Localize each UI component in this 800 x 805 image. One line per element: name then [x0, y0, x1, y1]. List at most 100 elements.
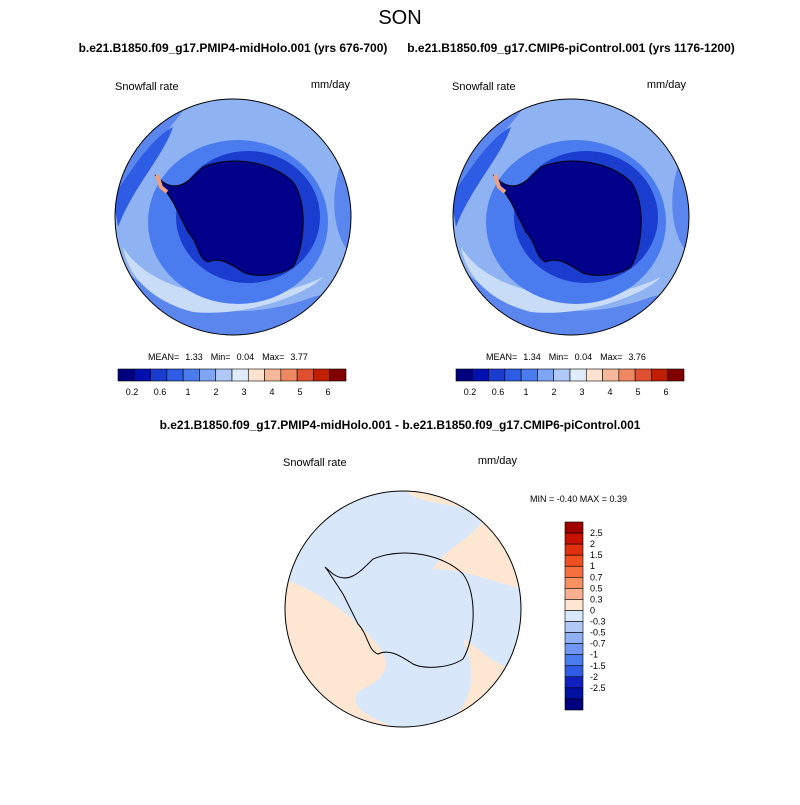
colorbar-box	[564, 521, 584, 534]
variable-label: Snowfall rate	[452, 81, 516, 93]
colorbar-label: 3	[241, 387, 246, 397]
stat: MEAN=	[148, 352, 179, 362]
colorbar-label: 0	[590, 605, 595, 615]
colorbar-box	[215, 368, 233, 382]
colorbar-box	[488, 368, 506, 382]
colorbar-box	[564, 576, 584, 589]
colorbar-label: 1	[523, 387, 528, 397]
colorbar-label: -0.5	[590, 628, 606, 638]
colorbar-box	[564, 565, 584, 578]
stat: MEAN=	[486, 352, 517, 362]
colorbar-label: 5	[635, 387, 640, 397]
colorbar-box	[329, 368, 347, 382]
map	[284, 490, 522, 728]
colorbar-box	[264, 368, 282, 382]
map	[113, 97, 353, 337]
colorbar-label: 6	[663, 387, 668, 397]
colorbar-box	[564, 588, 584, 600]
units-label: mm/day	[478, 455, 518, 467]
units-label: mm/day	[647, 79, 687, 91]
stat: Min=	[549, 352, 569, 362]
colorbar-label: 0.2	[126, 387, 139, 397]
colorbar-box	[117, 368, 135, 382]
colorbar-box	[564, 532, 584, 545]
colorbar-label: 3	[579, 387, 584, 397]
stat: 1.34	[523, 352, 541, 362]
colorbar-box	[280, 368, 298, 382]
colorbar-box	[553, 368, 571, 382]
colorbar-box	[166, 368, 184, 382]
colorbar-label: 1	[185, 387, 190, 397]
colorbar-box	[182, 368, 200, 382]
stat: 1.33	[185, 352, 203, 362]
colorbar-label: 2	[551, 387, 556, 397]
stat: Max=	[600, 352, 622, 362]
colorbar-box	[564, 643, 584, 656]
colorbar-label: 2.5	[590, 528, 603, 538]
colorbar-box	[231, 368, 249, 382]
variable-label: Snowfall rate	[115, 81, 179, 93]
colorbar-label: 5	[297, 387, 302, 397]
colorbar-box	[564, 610, 584, 622]
colorbar-label: 4	[269, 387, 274, 397]
panel-title: b.e21.B1850.f09_g17.CMIP6-piControl.001 …	[407, 41, 735, 55]
colorbar-label: 4	[607, 387, 612, 397]
stat: 3.77	[290, 352, 308, 362]
colorbar-box	[564, 698, 584, 711]
colorbar-label: 2	[213, 387, 218, 397]
colorbar-box	[564, 543, 584, 556]
colorbar-label: -1.5	[590, 661, 606, 671]
colorbar-label: -0.7	[590, 639, 606, 649]
colorbar-label: -1	[590, 650, 598, 660]
colorbar-box	[313, 368, 331, 382]
colorbar-box	[247, 368, 265, 382]
colorbar-box	[133, 368, 151, 382]
colorbar-box	[564, 665, 584, 678]
stat: 0.04	[575, 352, 593, 362]
colorbar-label: -0.3	[590, 617, 606, 627]
colorbar-box	[296, 368, 314, 382]
panel-title: b.e21.B1850.f09_g17.PMIP4-midHolo.001 (y…	[79, 41, 388, 55]
units-label: mm/day	[311, 79, 351, 91]
colorbar-box	[564, 599, 584, 611]
colorbar-box	[634, 368, 652, 382]
stat: 0.04	[237, 352, 255, 362]
colorbar-box	[564, 621, 584, 633]
colorbar-label: 1	[590, 561, 595, 571]
variable-label: Snowfall rate	[283, 457, 347, 469]
map	[451, 97, 691, 337]
colorbar-box	[569, 368, 587, 382]
colorbar-label: 0.2	[464, 387, 477, 397]
colorbar-box	[564, 687, 584, 700]
colorbar-label: 0.5	[590, 583, 603, 593]
colorbar-label: -2	[590, 672, 598, 682]
colorbar-box	[667, 368, 685, 382]
colorbar-box	[564, 676, 584, 689]
colorbar-label: 0.7	[590, 572, 603, 582]
colorbar-label: 6	[325, 387, 330, 397]
stat: 3.76	[628, 352, 646, 362]
colorbar-box	[150, 368, 168, 382]
panel: b.e21.B1850.f09_g17.PMIP4-midHolo.001 (y…	[79, 41, 388, 337]
colorbar-label: 0.3	[590, 594, 603, 604]
panel: b.e21.B1850.f09_g17.CMIP6-piControl.001 …	[407, 41, 735, 337]
colorbar-box	[618, 368, 636, 382]
colorbar-label: 1.5	[590, 550, 603, 560]
colorbar-box	[564, 554, 584, 567]
panel-title: b.e21.B1850.f09_g17.PMIP4-midHolo.001 - …	[160, 418, 641, 432]
colorbar-label: 0.6	[492, 387, 505, 397]
colorbar-label: 0.6	[154, 387, 167, 397]
stat: Min=	[211, 352, 231, 362]
colorbar-box	[564, 632, 584, 644]
colorbar-box	[455, 368, 473, 382]
stat: Max=	[262, 352, 284, 362]
colorbar-box	[651, 368, 669, 382]
colorbar-label: 2	[590, 539, 595, 549]
colorbar-box	[520, 368, 538, 382]
figure-title: SON	[378, 7, 421, 29]
colorbar-box	[199, 368, 217, 382]
colorbar-label: -2.5	[590, 683, 606, 693]
colorbar-box	[471, 368, 489, 382]
colorbar-box	[585, 368, 603, 382]
